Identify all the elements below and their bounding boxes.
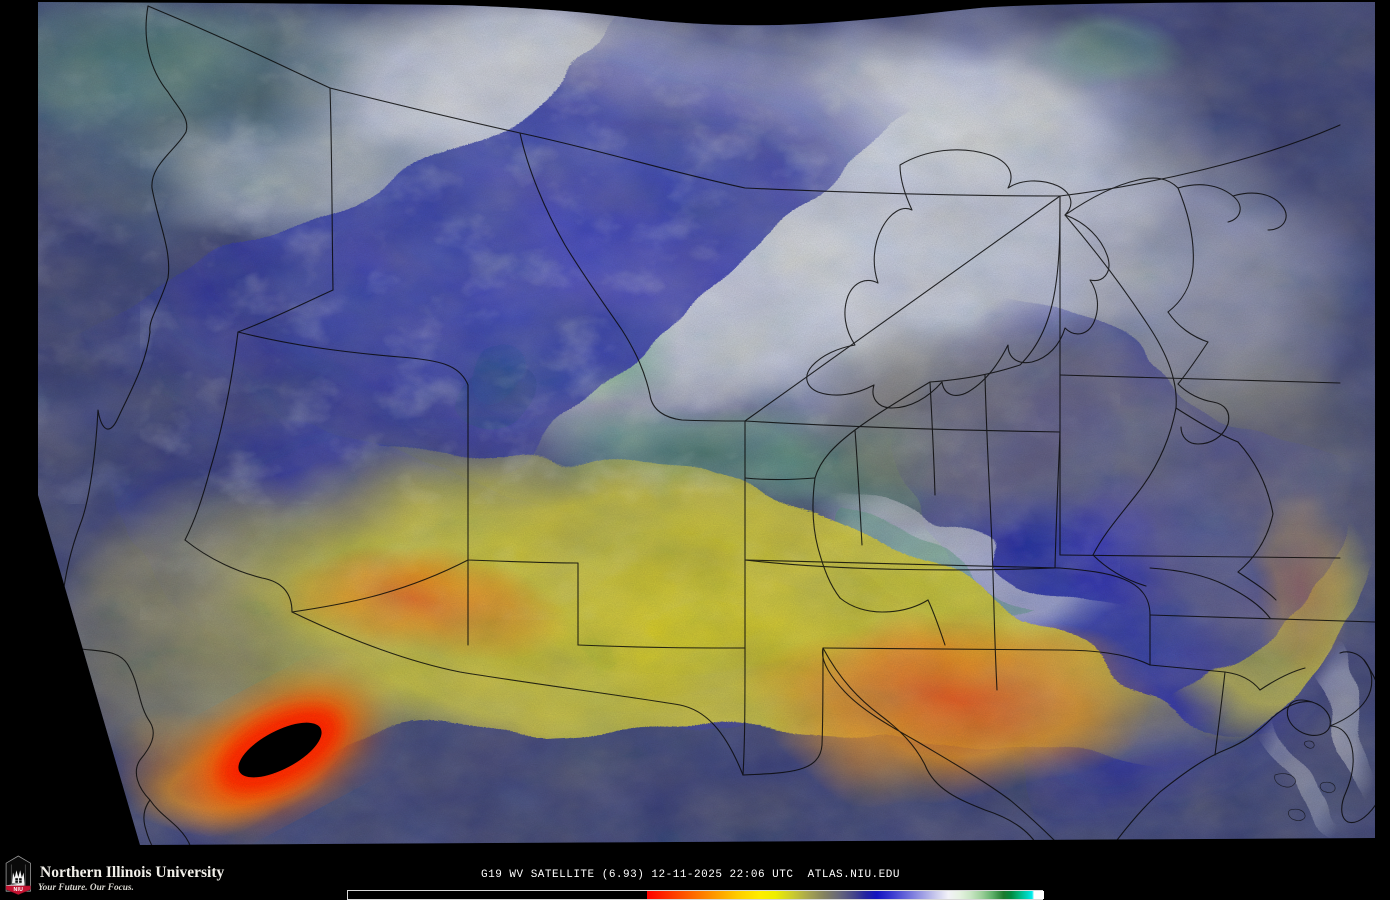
svg-text:NIU: NIU bbox=[14, 887, 24, 893]
